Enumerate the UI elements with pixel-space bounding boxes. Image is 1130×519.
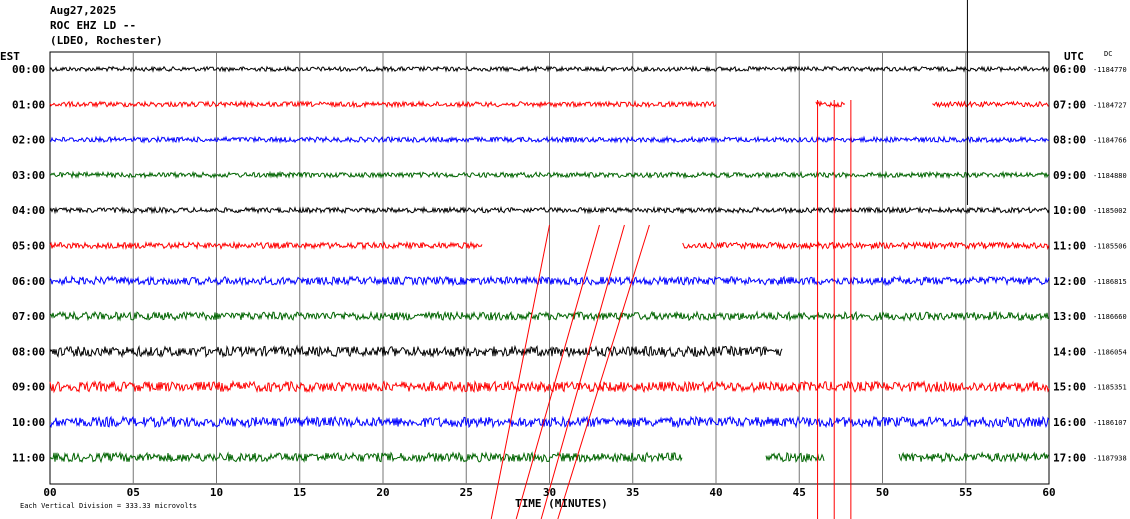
- est-time-label: 08:00: [12, 345, 45, 358]
- trace-segment: [898, 451, 1049, 464]
- x-tick-label: 15: [293, 486, 306, 499]
- utc-time-label: 13:00: [1053, 310, 1086, 323]
- utc-time-label: 07:00: [1053, 98, 1086, 111]
- est-time-label: 09:00: [12, 381, 45, 394]
- dc-offset-label: -1185002: [1093, 207, 1127, 215]
- scale-note: Each Vertical Division = 333.33 microvol…: [20, 502, 197, 510]
- trace-segment: [49, 275, 1050, 287]
- traces: [49, 0, 1050, 519]
- right-time-labels: 06:00 -1184770 07:00 -1184727 08:00 -1184766 0…: [1053, 63, 1127, 464]
- trace-segment: [49, 65, 1050, 73]
- x-tick-label: 30: [543, 486, 556, 499]
- dc-offset-label: -1184880: [1093, 172, 1127, 180]
- trace-segment: [49, 135, 1050, 144]
- est-time-label: 03:00: [12, 169, 45, 182]
- dc-offset-label: -1184766: [1093, 137, 1127, 145]
- x-tick-label: 25: [460, 486, 473, 499]
- right-timezone-label: UTC: [1064, 50, 1084, 63]
- trace-segment: [49, 344, 783, 359]
- x-axis-title: TIME (MINUTES): [515, 497, 608, 510]
- header-date: Aug27,2025: [50, 4, 117, 17]
- drift-trace: [540, 224, 625, 519]
- trace-segment: [49, 310, 1050, 322]
- dc-offset-label: -1186660: [1093, 313, 1127, 321]
- header-network: (LDEO, Rochester): [50, 34, 163, 47]
- x-tick-label: 60: [1042, 486, 1055, 499]
- utc-time-label: 08:00: [1053, 134, 1086, 147]
- trace-segment: [682, 240, 1050, 251]
- dc-offset-label: -1184727: [1093, 101, 1127, 109]
- trace-segment: [49, 99, 717, 109]
- est-time-label: 05:00: [12, 240, 45, 253]
- dc-offset-label: -1185351: [1093, 384, 1127, 392]
- x-tick-label: 20: [376, 486, 389, 499]
- utc-time-label: 14:00: [1053, 345, 1086, 358]
- utc-time-label: 15:00: [1053, 381, 1086, 394]
- utc-time-label: 09:00: [1053, 169, 1086, 182]
- utc-time-label: 16:00: [1053, 416, 1086, 429]
- left-time-labels: 00:00 01:00 02:00 03:00 04:00 05:00 06:00 07:00…: [12, 63, 45, 464]
- trace-segment: [765, 451, 825, 463]
- utc-time-label: 06:00: [1053, 63, 1086, 76]
- left-timezone-label: EST: [0, 50, 20, 63]
- header-station: ROC EHZ LD --: [50, 19, 137, 32]
- drift-trace: [490, 224, 550, 519]
- trace-segment: [49, 170, 1050, 180]
- dc-offset-label: -1187938: [1093, 454, 1127, 462]
- utc-time-label: 11:00: [1053, 240, 1086, 253]
- trace-segment: [49, 240, 483, 251]
- drift-trace: [515, 224, 600, 519]
- x-tick-label: 10: [210, 486, 223, 499]
- dc-offset-label: -1186815: [1093, 278, 1127, 286]
- est-time-label: 07:00: [12, 310, 45, 323]
- x-tick-label: 40: [709, 486, 722, 499]
- x-tick-labels: 00 05 10 15 20 25 30 35 40 45 50 55 60: [43, 486, 1055, 499]
- trace-segment: [932, 100, 1049, 109]
- est-time-label: 02:00: [12, 134, 45, 147]
- x-tick-label: 05: [127, 486, 140, 499]
- est-time-label: 01:00: [12, 98, 45, 111]
- trace-segment: [49, 379, 1050, 394]
- dc-label: DC: [1104, 50, 1112, 58]
- x-tick-label: 35: [626, 486, 639, 499]
- drift-trace: [557, 224, 650, 519]
- utc-time-label: 12:00: [1053, 275, 1086, 288]
- trace-segment: [49, 415, 1050, 429]
- x-tick-label: 50: [876, 486, 889, 499]
- dc-offset-label: -1186107: [1093, 419, 1127, 427]
- x-tick-label: 45: [793, 486, 806, 499]
- utc-time-label: 10:00: [1053, 204, 1086, 217]
- grid: [49, 51, 1050, 485]
- est-time-label: 06:00: [12, 275, 45, 288]
- dc-offset-label: -1185506: [1093, 243, 1127, 251]
- est-time-label: 11:00: [12, 451, 45, 464]
- est-time-label: 00:00: [12, 63, 45, 76]
- dc-offset-label: -1186054: [1093, 348, 1127, 356]
- est-time-label: 10:00: [12, 416, 45, 429]
- trace-segment: [815, 100, 846, 108]
- trace-segment: [49, 451, 683, 464]
- dc-offset-label: -1184770: [1093, 66, 1127, 74]
- x-tick-label: 00: [43, 486, 56, 499]
- utc-time-label: 17:00: [1053, 451, 1086, 464]
- trace-segment: [49, 205, 1050, 215]
- est-time-label: 04:00: [12, 204, 45, 217]
- x-tick-label: 55: [959, 486, 972, 499]
